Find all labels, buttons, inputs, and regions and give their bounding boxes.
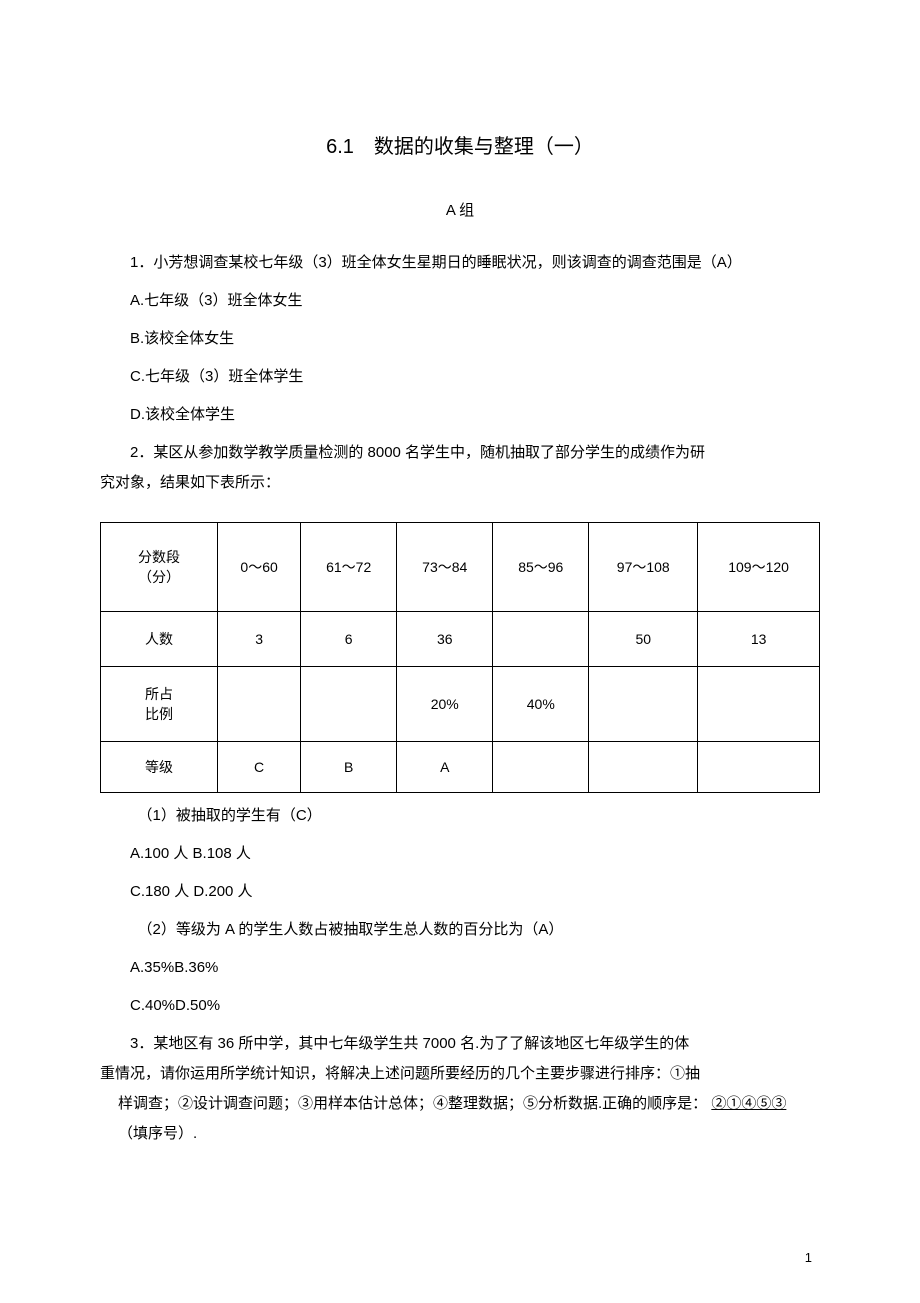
table-row-count: 人数 3 6 36 50 13 [101, 612, 820, 667]
count-cell: 13 [698, 612, 820, 667]
grade-cell: B [301, 742, 397, 793]
header-cell-segment: 分数段 （分） [101, 523, 218, 612]
ratio-cell [301, 667, 397, 742]
segment-cell: 85～96 [493, 523, 589, 612]
q3-line3: 样调查；②设计调查问题；③用样本估计总体；④整理数据；⑤分析数据.正确的顺序是：… [100, 1089, 820, 1119]
q1-stem: 1．小芳想调查某校七年级（3）班全体女生星期日的睡眠状况，则该调查的调查范围是（… [100, 248, 820, 278]
q3-line2: 重情况，请你运用所学统计知识，将解决上述问题所要经历的几个主要步骤进行排序：①抽 [100, 1059, 820, 1089]
segment-label-2: （分） [107, 567, 211, 587]
segment-cell: 109～120 [698, 523, 820, 612]
ratio-cell [589, 667, 698, 742]
segment-cell: 73～84 [397, 523, 493, 612]
q2-sub2-opts-line2: C.40%D.50% [100, 991, 820, 1021]
table-row-grade: 等级 C B A [101, 742, 820, 793]
q2-sub2-stem: （2）等级为 A 的学生人数占被抽取学生总人数的百分比为（A） [100, 915, 820, 945]
segment-cell: 61～72 [301, 523, 397, 612]
grade-cell: C [218, 742, 301, 793]
q2-sub1-opts-line2: C.180 人 D.200 人 [100, 877, 820, 907]
ratio-cell: 40% [493, 667, 589, 742]
grade-label-cell: 等级 [101, 742, 218, 793]
grade-cell [698, 742, 820, 793]
grade-cell [589, 742, 698, 793]
table-row-ratio: 所占 比例 20% 40% [101, 667, 820, 742]
segment-label-1: 分数段 [107, 547, 211, 567]
ratio-label-1: 所占 [107, 684, 211, 704]
q1-option-b: B.该校全体女生 [100, 324, 820, 354]
table-row-header: 分数段 （分） 0～60 61～72 73～84 85～96 97～108 10… [101, 523, 820, 612]
count-label-cell: 人数 [101, 612, 218, 667]
count-cell [493, 612, 589, 667]
score-table: 分数段 （分） 0～60 61～72 73～84 85～96 97～108 10… [100, 522, 820, 793]
q2-stem-line2: 究对象，结果如下表所示： [100, 468, 820, 498]
count-cell: 50 [589, 612, 698, 667]
segment-cell: 0～60 [218, 523, 301, 612]
q3-answer: ②①④⑤③ [711, 1095, 786, 1112]
group-label: A 组 [100, 199, 820, 220]
ratio-cell [698, 667, 820, 742]
segment-cell: 97～108 [589, 523, 698, 612]
q3-line4: （填序号）. [100, 1119, 820, 1149]
q2-sub1-stem: （1）被抽取的学生有（C） [100, 801, 820, 831]
page-number: 1 [805, 1250, 812, 1265]
count-cell: 6 [301, 612, 397, 667]
grade-cell [493, 742, 589, 793]
count-cell: 36 [397, 612, 493, 667]
q1-option-c: C.七年级（3）班全体学生 [100, 362, 820, 392]
q2-sub2-opts-line1: A.35%B.36% [100, 953, 820, 983]
q1-option-d: D.该校全体学生 [100, 400, 820, 430]
ratio-cell: 20% [397, 667, 493, 742]
q2-sub1-opts-line1: A.100 人 B.108 人 [100, 839, 820, 869]
ratio-label-cell: 所占 比例 [101, 667, 218, 742]
ratio-label-2: 比例 [107, 704, 211, 724]
q1-option-a: A.七年级（3）班全体女生 [100, 286, 820, 316]
q3-line3-text: 样调查；②设计调查问题；③用样本估计总体；④整理数据；⑤分析数据.正确的顺序是： [118, 1095, 707, 1112]
ratio-cell [218, 667, 301, 742]
page-title: 6.1 数据的收集与整理（一） [100, 130, 820, 159]
worksheet-page: 6.1 数据的收集与整理（一） A 组 1．小芳想调查某校七年级（3）班全体女生… [0, 0, 920, 1303]
grade-cell: A [397, 742, 493, 793]
q3-line1: 3．某地区有 36 所中学，其中七年级学生共 7000 名.为了了解该地区七年级… [100, 1029, 820, 1059]
q2-stem-line1: 2．某区从参加数学教学质量检测的 8000 名学生中，随机抽取了部分学生的成绩作… [100, 438, 820, 468]
count-cell: 3 [218, 612, 301, 667]
